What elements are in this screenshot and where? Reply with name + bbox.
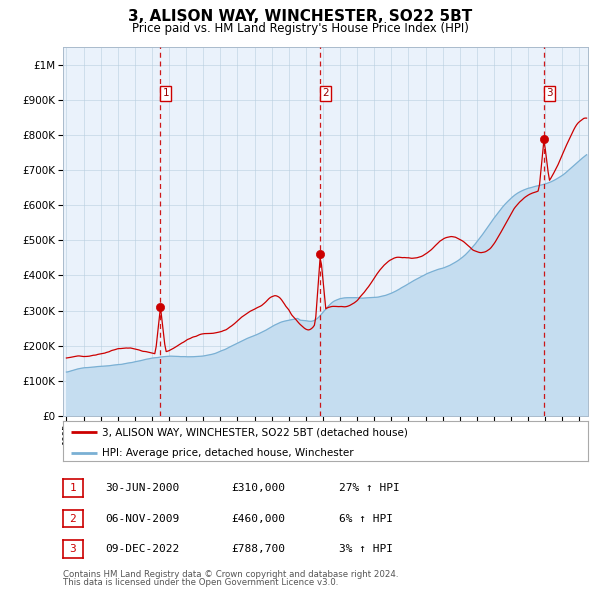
Text: 3, ALISON WAY, WINCHESTER, SO22 5BT: 3, ALISON WAY, WINCHESTER, SO22 5BT bbox=[128, 9, 472, 24]
Text: 2: 2 bbox=[70, 514, 76, 523]
Text: 6% ↑ HPI: 6% ↑ HPI bbox=[339, 514, 393, 523]
Text: Contains HM Land Registry data © Crown copyright and database right 2024.: Contains HM Land Registry data © Crown c… bbox=[63, 571, 398, 579]
Text: Price paid vs. HM Land Registry's House Price Index (HPI): Price paid vs. HM Land Registry's House … bbox=[131, 22, 469, 35]
Text: HPI: Average price, detached house, Winchester: HPI: Average price, detached house, Winc… bbox=[103, 448, 354, 458]
Text: 1: 1 bbox=[163, 88, 169, 99]
Text: 27% ↑ HPI: 27% ↑ HPI bbox=[339, 483, 400, 493]
Text: £788,700: £788,700 bbox=[231, 545, 285, 554]
Text: 3: 3 bbox=[70, 545, 76, 554]
Point bbox=[539, 135, 549, 144]
Point bbox=[155, 302, 165, 312]
Text: This data is licensed under the Open Government Licence v3.0.: This data is licensed under the Open Gov… bbox=[63, 578, 338, 587]
Text: 3, ALISON WAY, WINCHESTER, SO22 5BT (detached house): 3, ALISON WAY, WINCHESTER, SO22 5BT (det… bbox=[103, 428, 408, 438]
Text: £310,000: £310,000 bbox=[231, 483, 285, 493]
Text: 1: 1 bbox=[70, 483, 76, 493]
Text: £460,000: £460,000 bbox=[231, 514, 285, 523]
Point bbox=[316, 250, 325, 259]
Text: 30-JUN-2000: 30-JUN-2000 bbox=[105, 483, 179, 493]
Text: 3: 3 bbox=[546, 88, 553, 99]
Text: 06-NOV-2009: 06-NOV-2009 bbox=[105, 514, 179, 523]
Text: 09-DEC-2022: 09-DEC-2022 bbox=[105, 545, 179, 554]
Text: 3% ↑ HPI: 3% ↑ HPI bbox=[339, 545, 393, 554]
Text: 2: 2 bbox=[322, 88, 329, 99]
